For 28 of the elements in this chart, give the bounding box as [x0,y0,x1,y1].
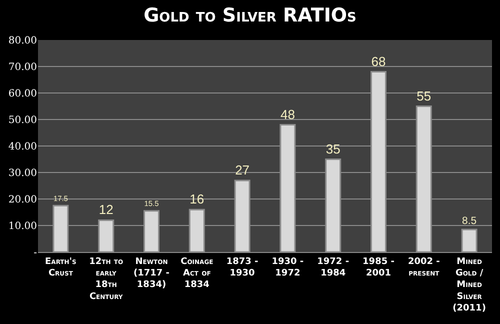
y-tick-label: 10.00 [8,221,37,232]
y-tick-label: 40.00 [8,142,37,152]
data-label: 35 [326,141,340,156]
data-label: 8.5 [462,216,477,228]
x-tick-label: 1930 - 1972 [272,256,304,278]
y-tick-label: 50.00 [8,115,37,126]
data-label: 27 [235,162,250,178]
y-tick-label: 80.00 [8,36,37,46]
x-tick-label: Coinage Act of 1834 [180,256,214,290]
data-label: 68 [371,54,386,69]
x-tick-label: 1985 - 2001 [362,256,395,278]
y-tick-label: 20.00 [8,194,37,206]
x-tick-label: Newton (1717 - 1834) [133,256,170,290]
x-tick-label: Earth's Crust [45,256,76,278]
y-tick-label: 60.00 [8,88,37,100]
chart-title: Gold to Silver RATIOs [144,4,356,26]
y-tick-label: 30.00 [8,168,37,179]
x-tick-label: Mined Gold / Mined Silver (2011) [452,256,486,314]
x-tick-label: 2002 - present [408,256,440,278]
x-tick-label: 1873 - 1930 [226,256,259,278]
data-label: 48 [280,106,295,122]
x-tick-label: 1972 - 1984 [317,256,350,278]
data-label: 55 [416,88,432,104]
y-tick-label: - [34,248,37,258]
y-tick-label: 70.00 [8,62,37,73]
data-label: 16 [190,192,204,207]
data-label: 12 [98,202,114,218]
x-tick-label: 12th to early 18th Century [89,256,124,302]
